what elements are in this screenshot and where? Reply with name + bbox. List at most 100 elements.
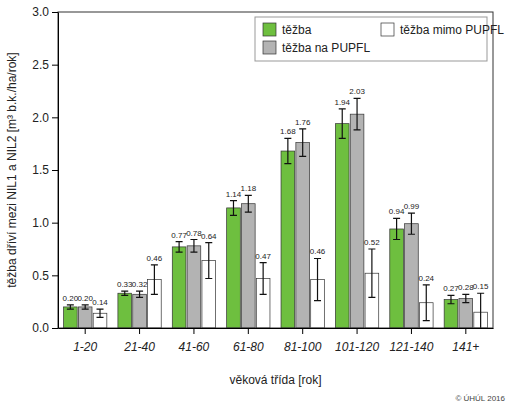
legend-label: těžba mimo PUPFL (400, 23, 504, 37)
plot: 0.200.330.771.141.681.940.940.270.200.32… (32, 5, 504, 354)
error-bar (136, 291, 143, 297)
y-tick-label: 1.5 (32, 163, 49, 177)
legend-entry: těžba (263, 23, 312, 37)
x-tick-label: 121-140 (389, 340, 433, 354)
error-bar (151, 265, 158, 294)
chart-container: 0.200.330.771.141.681.940.940.270.200.32… (0, 0, 509, 406)
x-tick-mark (85, 328, 86, 334)
y-tick-mark (52, 65, 58, 66)
y-tick: 3.0 (32, 5, 58, 19)
error-bar (314, 258, 321, 300)
x-tick-label: 101-120 (335, 340, 379, 354)
error-bar (462, 294, 469, 302)
error-bar (230, 201, 237, 216)
bar (227, 208, 241, 328)
series (78, 98, 472, 328)
x-tick-label: 41-60 (179, 340, 210, 354)
data-label: 1.14 (226, 190, 242, 199)
y-tick-label: 1.0 (32, 216, 49, 230)
bar (172, 247, 186, 328)
y-tick-mark (52, 117, 58, 118)
bar (118, 293, 132, 328)
x-tick: 1-20 (73, 328, 97, 354)
data-label: 0.27 (443, 284, 459, 293)
data-label: 0.20 (77, 294, 93, 303)
error-bar (82, 305, 89, 309)
y-tick-mark (52, 275, 58, 276)
x-tick-mark (193, 328, 194, 334)
data-label: 0.94 (389, 207, 405, 216)
error-bar (245, 195, 252, 212)
bars (64, 98, 488, 328)
x-tick-label: 81-100 (284, 340, 322, 354)
y-tick-mark (52, 223, 58, 224)
y-tick-mark (52, 170, 58, 171)
y-tick: 1.0 (32, 216, 58, 230)
bar (390, 229, 404, 328)
bar (296, 143, 310, 328)
data-label: 0.15 (473, 282, 489, 291)
data-label: 0.77 (171, 231, 187, 240)
error-bar (477, 293, 484, 328)
x-tick-label: 141+ (452, 340, 479, 354)
x-tick-mark (248, 328, 249, 334)
error-bar (284, 138, 291, 163)
y-tick: 0.5 (32, 269, 58, 283)
annotation: © ÚHÚL 2016 (455, 394, 505, 403)
x-tick-mark (465, 328, 466, 334)
error-bar (176, 242, 183, 253)
legend-label: těžba (282, 23, 312, 37)
bar (187, 246, 201, 328)
x-tick: 141+ (452, 328, 479, 354)
x-tick-label: 21-40 (123, 340, 155, 354)
data-label: 1.76 (295, 118, 311, 127)
data-label: 0.99 (404, 202, 420, 211)
error-bar (339, 109, 346, 138)
y-axis-line (58, 13, 59, 329)
y-tick-label: 2.5 (32, 58, 49, 72)
x-tick-mark (139, 328, 140, 334)
error-bar (205, 243, 212, 279)
legend-swatch (263, 41, 276, 54)
x-axis-title: věková třída [rok] (229, 373, 321, 387)
error-bar (423, 285, 430, 321)
data-label: 0.47 (255, 252, 271, 261)
error-bar (408, 213, 415, 234)
legend-label: těžba na PUPFL (282, 41, 370, 55)
error-bar (260, 263, 267, 295)
bar (78, 307, 92, 328)
x-tick-mark (302, 328, 303, 334)
x-tick: 21-40 (123, 328, 155, 354)
data-label: 1.94 (334, 98, 350, 107)
data-label: 0.46 (147, 254, 163, 263)
y-tick-label: 3.0 (32, 5, 49, 19)
y-tick: 1.5 (32, 163, 58, 177)
y-axis-title: těžba dříví mezi NIL1 a NIL2 [m³ b.k./ha… (5, 52, 19, 287)
series (93, 243, 487, 328)
bar (241, 204, 255, 328)
data-label: 0.64 (201, 232, 217, 241)
bar (64, 307, 78, 328)
x-tick-label: 61-80 (233, 340, 264, 354)
x-tick-mark (411, 328, 412, 334)
y-tick: 2.5 (32, 58, 58, 72)
legend-entry: těžba mimo PUPFL (381, 23, 504, 37)
data-label: 0.78 (186, 229, 202, 238)
data-label: 0.52 (364, 238, 380, 247)
legend-entry: těžba na PUPFL (263, 41, 370, 55)
data-label: 0.28 (458, 283, 474, 292)
x-tick: 101-120 (335, 328, 379, 354)
x-tick-mark (357, 328, 358, 334)
data-label: 0.46 (310, 247, 326, 256)
error-bar (447, 295, 454, 303)
data-label: 0.14 (92, 298, 108, 307)
legend: těžba těžba na PUPFL těžba mimo PUPFL (255, 17, 504, 61)
data-labels: 0.200.330.771.141.681.940.940.270.200.32… (63, 87, 489, 307)
data-label: 2.03 (349, 87, 365, 96)
plot-frame (58, 12, 493, 328)
y-tick-mark (52, 12, 58, 13)
x-tick: 81-100 (284, 328, 322, 354)
error-bar (354, 98, 361, 130)
bar (281, 151, 295, 328)
y-tick-label: 0.0 (32, 321, 49, 335)
